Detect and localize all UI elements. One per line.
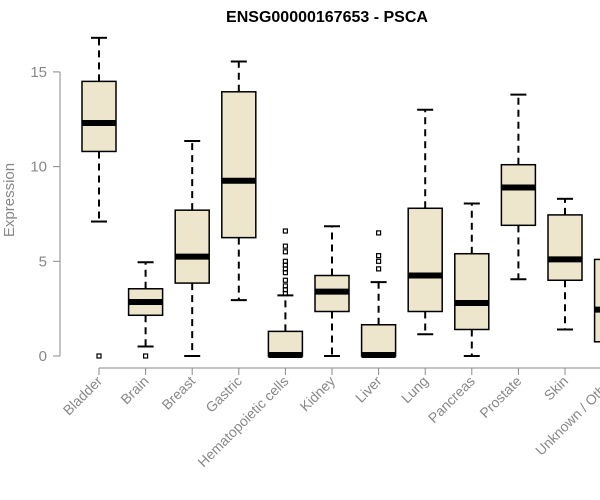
y-tick-label: 0 bbox=[39, 348, 47, 365]
box-iqr bbox=[547, 214, 583, 281]
outlier-point bbox=[96, 353, 102, 359]
box-gastric bbox=[221, 60, 257, 302]
box-iqr bbox=[454, 252, 490, 331]
x-tick-label: Kidney bbox=[297, 373, 339, 415]
box-bladder bbox=[81, 36, 117, 359]
x-tick-label: Pancreas bbox=[425, 373, 478, 426]
box-iqr bbox=[81, 80, 117, 153]
outlier-point bbox=[282, 277, 288, 283]
box-pancreas bbox=[454, 202, 490, 357]
y-tick-label: 15 bbox=[30, 64, 47, 81]
box-brain bbox=[127, 261, 164, 359]
outlier-point bbox=[282, 243, 288, 249]
box-iqr bbox=[593, 258, 600, 343]
box-iqr bbox=[267, 330, 304, 357]
box-hematopoietic-cells bbox=[267, 228, 304, 359]
box-unknown-other bbox=[593, 258, 600, 343]
y-axis-label: Expression bbox=[1, 163, 18, 237]
x-tick-label: Breast bbox=[158, 373, 198, 413]
box-lung bbox=[407, 108, 443, 336]
box-iqr bbox=[174, 209, 210, 284]
box-breast bbox=[174, 140, 210, 357]
outlier-point bbox=[282, 283, 288, 289]
y-axis: 0 5 10 15 bbox=[30, 64, 61, 365]
x-tick-label: Hematopoietic cells bbox=[194, 373, 291, 470]
boxes-layer bbox=[81, 36, 600, 359]
outlier-point bbox=[282, 249, 288, 255]
box-iqr bbox=[500, 163, 537, 227]
outlier-point bbox=[282, 258, 288, 264]
x-tick-label: Bladder bbox=[60, 373, 106, 419]
box-kidney bbox=[314, 225, 350, 357]
x-tick-label: Gastric bbox=[202, 373, 245, 416]
chart-title: ENSG00000167653 - PSCA bbox=[226, 9, 428, 26]
box-iqr bbox=[407, 207, 443, 313]
box-liver bbox=[360, 230, 397, 359]
outlier-point bbox=[376, 266, 382, 272]
outlier-point bbox=[376, 230, 382, 236]
x-tick-label: Liver bbox=[352, 373, 385, 406]
box-skin bbox=[547, 197, 583, 331]
outlier-point bbox=[376, 258, 382, 264]
outlier-point bbox=[376, 253, 382, 259]
outlier-point bbox=[143, 353, 149, 359]
x-tick-label: Lung bbox=[398, 373, 431, 406]
x-tick-label: Brain bbox=[117, 373, 151, 407]
x-tick-label: Prostate bbox=[476, 373, 524, 421]
x-tick-label: Skin bbox=[541, 373, 572, 404]
y-tick-label: 5 bbox=[39, 253, 47, 270]
box-iqr bbox=[360, 324, 397, 357]
box-iqr bbox=[221, 91, 257, 239]
outlier-point bbox=[282, 228, 288, 234]
y-tick-label: 10 bbox=[30, 159, 47, 176]
box-prostate bbox=[500, 93, 537, 281]
